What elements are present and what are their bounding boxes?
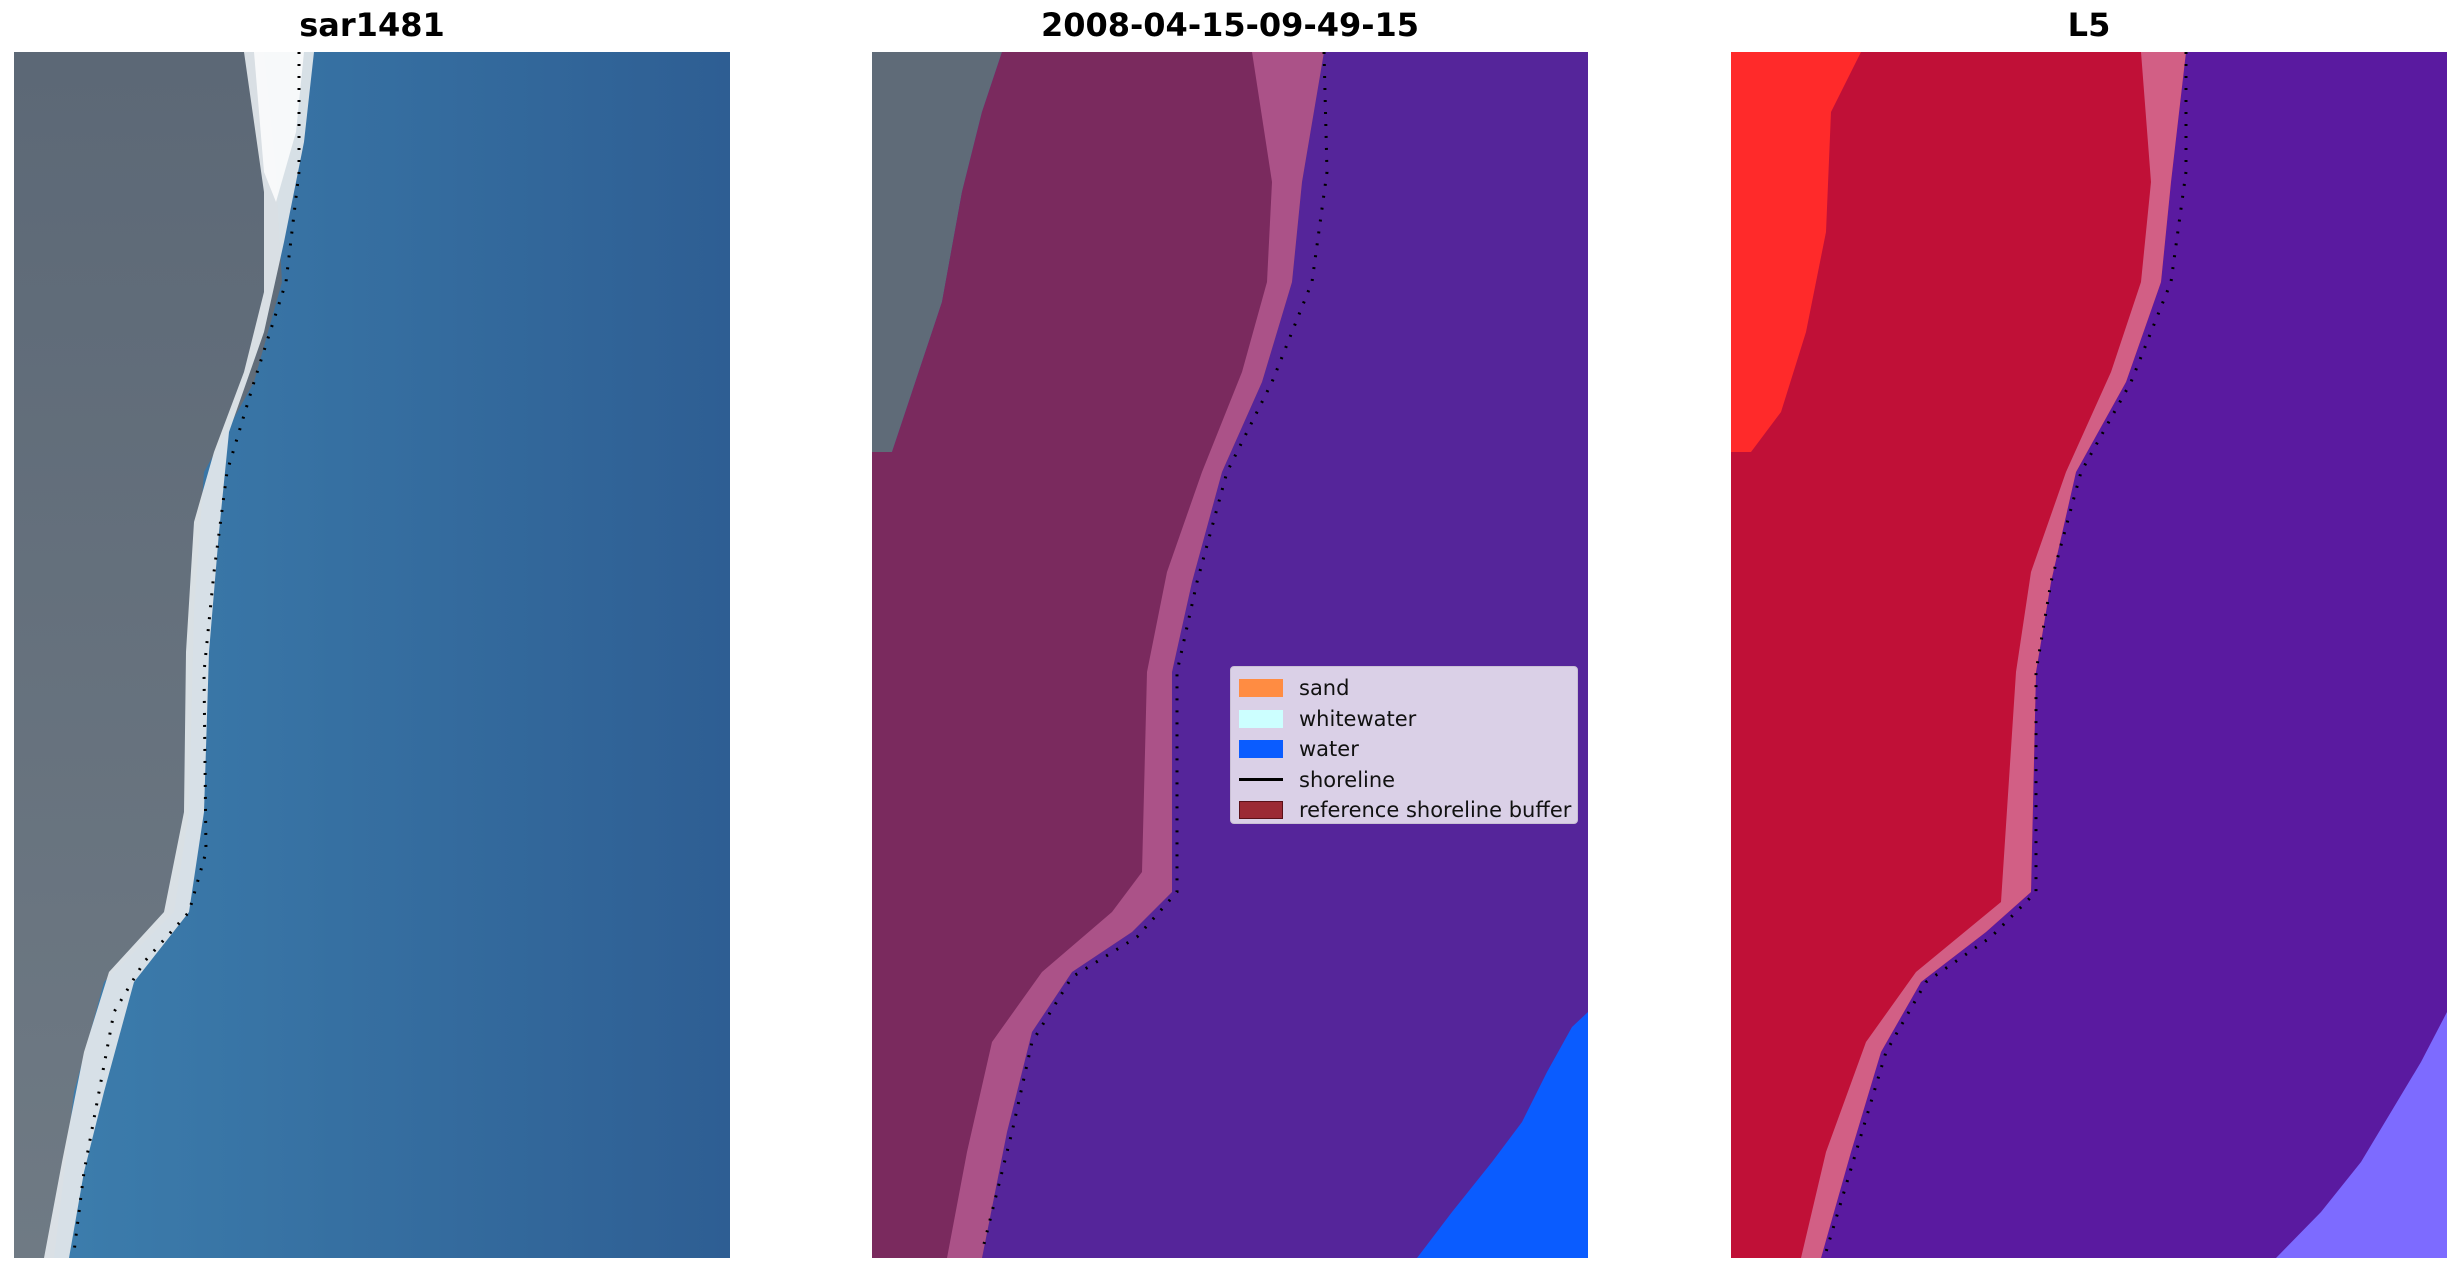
reference-buffer-swatch	[1239, 801, 1283, 820]
surf-highlight	[254, 52, 304, 202]
legend-label: shoreline	[1299, 767, 1396, 792]
surf-band	[44, 52, 314, 1258]
rgb-image-panel	[14, 52, 730, 1258]
legend-item-shoreline: shoreline	[1239, 765, 1569, 796]
legend-item-sand: sand	[1239, 673, 1569, 704]
legend-label: water	[1299, 737, 1359, 762]
water-pixels	[1417, 1012, 1588, 1258]
legend: sand whitewater water shoreline referenc…	[1230, 666, 1578, 824]
legend-item-whitewater: whitewater	[1239, 704, 1569, 735]
panel-title-classified: 2008-04-15-09-49-15	[1040, 6, 1420, 44]
whitewater-swatch	[1239, 709, 1283, 728]
classified-image	[872, 52, 1588, 1258]
shoreline	[72, 52, 301, 1253]
swir-land-area	[1731, 52, 2186, 1258]
panel-title-rgb: sar1481	[299, 6, 445, 44]
sand-swatch	[1239, 679, 1283, 698]
legend-label: sand	[1299, 676, 1350, 701]
panel-title-swir: L5	[2067, 6, 2111, 44]
swir-bright-land	[1731, 52, 1861, 452]
swir-image	[1731, 52, 2447, 1258]
swir-image-panel	[1731, 52, 2447, 1258]
legend-label: reference shoreline buffer	[1299, 798, 1572, 823]
unclassified-land	[872, 52, 1002, 452]
land-area	[14, 52, 282, 1258]
swir-beach-band	[1801, 52, 2186, 1258]
water-swatch	[1239, 740, 1283, 759]
legend-item-reference-buffer: reference shoreline buffer	[1239, 795, 1572, 826]
rgb-image	[14, 52, 730, 1258]
reference-buffer-area	[872, 52, 1324, 1258]
legend-item-water: water	[1239, 734, 1569, 765]
swir-bright-water	[2276, 1012, 2447, 1258]
sand-band	[947, 52, 1324, 1258]
classified-image-panel	[872, 52, 1588, 1258]
legend-label: whitewater	[1299, 706, 1417, 731]
shoreline-line-swatch	[1239, 778, 1283, 782]
